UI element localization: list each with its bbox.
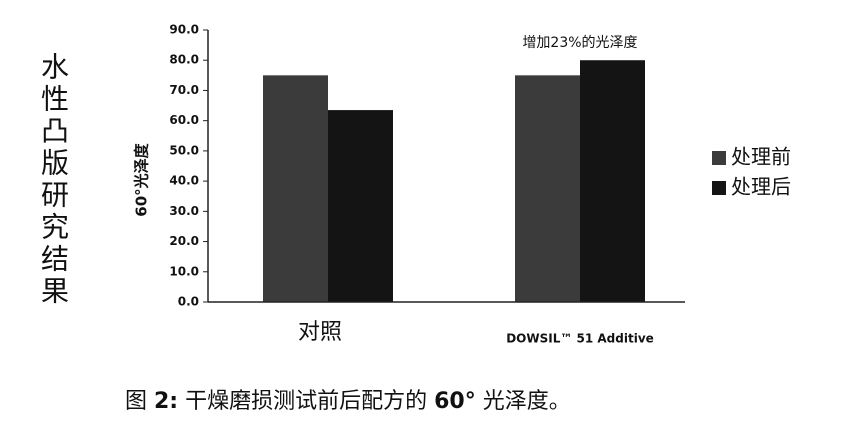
caption-part: 2: (154, 389, 178, 414)
y-tick-label: 40.0 (169, 174, 199, 188)
caption: 图 2: 干燥磨损测试前后配方的 60° 光泽度。 (125, 389, 571, 414)
legend-label: 处理后 (731, 175, 791, 199)
bar (263, 75, 328, 302)
legend-label: 处理前 (731, 145, 791, 169)
y-tick-label: 60.0 (169, 113, 199, 127)
caption-part: 60° (434, 389, 476, 414)
caption-part: 干燥磨损测试前后配方的 (178, 389, 434, 414)
y-tick-label: 20.0 (169, 234, 199, 248)
y-tick-label: 50.0 (169, 143, 199, 157)
annotation: 增加23%的光泽度 (522, 35, 637, 51)
y-tick-label: 90.0 (169, 23, 199, 37)
bar (328, 110, 393, 302)
caption-part: 图 (125, 389, 154, 414)
bar (515, 75, 580, 302)
y-tick-label: 70.0 (169, 83, 199, 97)
legend-swatch (712, 151, 726, 165)
legend-swatch (712, 181, 726, 195)
bar (580, 60, 645, 302)
x-tick-label: 对照 (298, 320, 342, 345)
y-tick-label: 30.0 (169, 204, 199, 218)
x-tick-label: DOWSIL™ 51 Additive (506, 332, 654, 346)
side-title: 水性凸版研究结果 (37, 52, 70, 308)
y-tick-label: 10.0 (169, 264, 199, 278)
y-tick-label: 80.0 (169, 53, 199, 67)
y-axis-label: 60°光泽度 (133, 142, 151, 216)
caption-part: 光泽度。 (476, 389, 571, 414)
y-tick-label: 0.0 (178, 295, 199, 309)
